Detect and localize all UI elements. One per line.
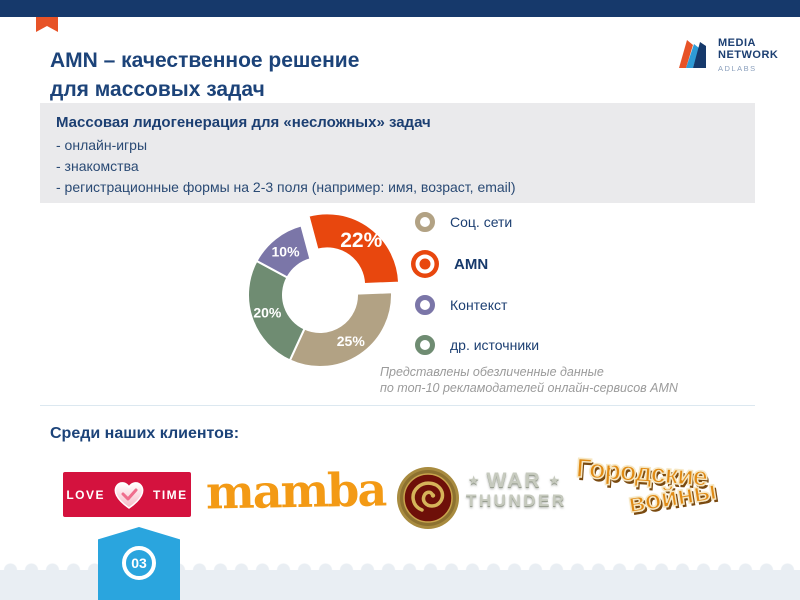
donut-slice-kontekst [255, 224, 312, 279]
legend-item-soc-seti: Соц. сети [414, 211, 512, 233]
donut-chart: 22% 25% 20% 10% [230, 203, 420, 385]
ring-marker-icon [415, 212, 435, 232]
chart-note-line1: Представлены обезличенные данные [380, 365, 604, 379]
legend-label: Соц. сети [450, 214, 513, 230]
logo-mamba: mamba [205, 462, 386, 520]
chart-note: Представлены обезличенные данные по топ-… [380, 364, 678, 396]
donut-slice-label: 25% [337, 333, 366, 349]
donut-slice-label: 20% [253, 305, 282, 321]
love-time-word-time: TIME [153, 487, 188, 502]
logo-gorodskie-voyny: Городские войны [574, 452, 726, 519]
clients-heading: Среди наших клиентов: [50, 425, 240, 442]
info-box-heading: Массовая лидогенерация для «несложных» з… [56, 114, 431, 131]
info-box-bullet: - онлайн-игры [56, 137, 148, 153]
love-time-word-love: LOVE [66, 487, 105, 502]
page-number-circle: 03 [122, 546, 156, 580]
heart-check-icon [114, 481, 144, 509]
legend-label: Контекст [450, 297, 508, 313]
donut-slice-label: 10% [272, 243, 301, 259]
legend-item-amn: AMN [410, 249, 488, 279]
slide-title-line2: для массовых задач [50, 78, 265, 101]
media-network-m-icon [679, 40, 706, 68]
slide-title: AMN – качественное решение для массовых … [50, 46, 359, 104]
star-icon: ★ [549, 475, 560, 487]
donut-slice-amn [307, 212, 401, 285]
disc-marker-icon [411, 250, 439, 278]
war-thunder-word-thunder: THUNDER [466, 491, 567, 510]
footer-scallops [0, 557, 800, 570]
brand-line-network: NETWORK [718, 49, 779, 61]
star-icon: ★ [468, 475, 479, 487]
ring-marker-icon [415, 335, 435, 355]
brand-line-adlabs: ADLABS [718, 64, 757, 73]
info-box-bullet: - знакомства [56, 158, 139, 174]
logo-love-time: LOVE TIME [63, 472, 191, 517]
slide-title-line1: AMN – качественное решение [50, 49, 360, 72]
page-number: 03 [131, 555, 147, 571]
info-box-bullet: - регистрационные формы на 2-3 поля (нап… [56, 179, 516, 195]
chart-note-line2: по топ-10 рекламодателей онлайн-сервисов… [380, 381, 678, 395]
logo-dragon-coin [397, 467, 459, 529]
war-thunder-word-war: WAR [486, 469, 542, 492]
legend-item-kontekst: Контекст [414, 294, 507, 316]
donut-slice-soc-seti [288, 291, 393, 368]
ribbon-bookmark-icon [36, 17, 58, 32]
media-network-logo: MEDIA NETWORK ADLABS [676, 35, 778, 75]
ring-marker-icon [415, 295, 435, 315]
donut-slice-dr-istochniki [247, 259, 306, 362]
legend-label: др. источники [450, 337, 540, 353]
info-box: Массовая лидогенерация для «несложных» з… [40, 103, 755, 203]
top-bar [0, 0, 800, 17]
legend-label: AMN [454, 255, 489, 273]
section-divider [40, 405, 755, 406]
logo-war-thunder: ★ WAR ★ THUNDER [466, 469, 567, 510]
brand-line-media: MEDIA [718, 37, 756, 49]
legend-item-dr-istochniki: др. источники [414, 334, 539, 356]
donut-slice-label: 22% [340, 229, 382, 252]
